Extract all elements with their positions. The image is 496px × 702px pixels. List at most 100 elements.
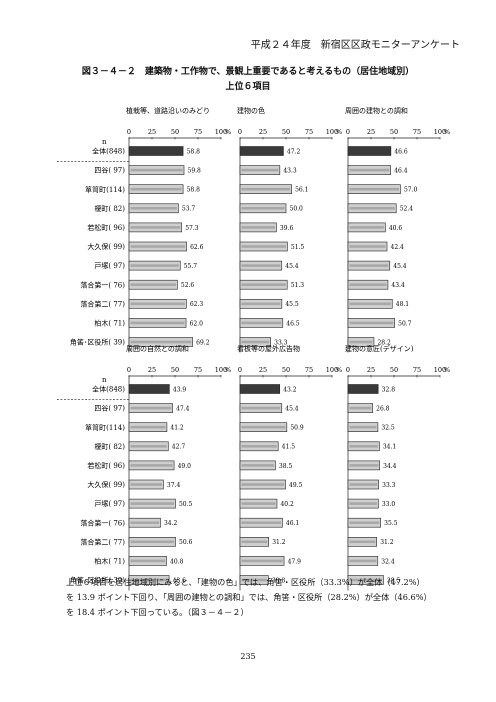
data-label: 50.5 (179, 501, 193, 508)
axis-tick-label: 100 (326, 128, 338, 136)
axis-tick-label: 75 (305, 128, 313, 136)
data-label: 46.1 (286, 520, 299, 527)
axis-tick-label: 50 (282, 128, 290, 136)
bar-region-inner (349, 321, 394, 325)
bar-total (128, 384, 170, 394)
data-label: 43.3 (283, 168, 297, 175)
panel-title: 植栽等、道路沿いのみどり (126, 106, 210, 115)
bar-region-inner (130, 340, 192, 344)
bar-region-inner (241, 445, 277, 448)
data-label: 40.8 (170, 558, 184, 565)
data-label: 40.6 (389, 225, 403, 232)
category-label: 戸塚( 97) (94, 499, 125, 508)
bar-region-inner (130, 559, 166, 563)
bar-region-inner (241, 302, 281, 306)
bar-total (347, 146, 392, 156)
data-label: 33.3 (382, 482, 396, 489)
bar-region-inner (130, 226, 181, 229)
category-label: 全体(848) (92, 147, 125, 156)
data-label: 45.4 (393, 263, 407, 270)
panel-title: 建物の色 (237, 106, 265, 115)
axis-tick-label: 0 (346, 128, 350, 136)
axis-tick-label: 100 (434, 128, 446, 136)
bar-region-inner (130, 483, 162, 486)
data-label: 33.0 (382, 501, 396, 508)
bar-region-inner (241, 321, 282, 325)
bar-region-inner (349, 445, 378, 448)
bar-region-inner (349, 406, 372, 410)
bar-region-inner (241, 483, 285, 486)
bar-region-inner (349, 521, 380, 524)
axis-tick-label: 0 (238, 128, 242, 136)
bar-region-inner (130, 207, 177, 210)
bar-region-inner (241, 540, 268, 544)
data-label: 34.1 (383, 444, 396, 451)
data-label: 42.4 (391, 244, 405, 251)
bar-region-inner (241, 264, 281, 267)
bar-region-inner (130, 578, 168, 582)
panel-title: 周囲の自然との調和 (126, 344, 189, 353)
data-label: 41.5 (282, 444, 296, 451)
category-label: 大久保( 99) (87, 242, 125, 251)
axis-tick-label: 0 (127, 366, 131, 374)
data-label: 43.9 (173, 386, 187, 393)
category-label: 若松町( 96) (87, 223, 125, 232)
data-label: 52.6 (181, 282, 195, 289)
data-label: 45.4 (285, 406, 299, 413)
category-label: 若松町( 96) (87, 461, 125, 470)
bar-region-inner (130, 168, 183, 172)
bar-total (347, 384, 379, 394)
bar-region-inner (349, 483, 378, 486)
bar-region-inner (349, 245, 386, 248)
axis-tick-label: 75 (413, 128, 421, 136)
bar-region-inner (349, 207, 395, 210)
axis-tick-label: 100 (434, 366, 446, 374)
axis-tick-label: 100 (215, 366, 227, 374)
n-label: n (102, 138, 107, 146)
axis-unit: % (444, 128, 450, 136)
bar-region-inner (241, 340, 270, 344)
bar-region-inner (130, 245, 186, 248)
bar-region-inner (241, 207, 285, 210)
figure-title: 図３－４－２ 建築物・工作物で、景観上重要であると考えるもの（居住地域別） (81, 67, 415, 77)
data-label: 43.2 (283, 386, 297, 393)
data-label: 37.4 (167, 482, 181, 489)
axis-tick-label: 0 (127, 128, 131, 136)
data-label: 49.5 (289, 482, 303, 489)
data-label: 43.4 (391, 282, 405, 289)
data-label: 28.2 (377, 339, 391, 346)
axis-tick-label: 50 (282, 366, 290, 374)
data-label: 41.2 (170, 425, 184, 432)
axis-tick-label: 0 (238, 366, 242, 374)
panel-title: 周囲の建物との調和 (345, 106, 408, 115)
bar-total (239, 146, 284, 156)
axis-tick-label: 50 (390, 366, 398, 374)
axis-tick-label: 25 (148, 128, 156, 136)
axis-tick-label: 25 (259, 366, 267, 374)
data-label: 43.6 (173, 577, 187, 584)
data-label: 52.4 (400, 206, 414, 213)
panel-title: 看板等の屋外広告物 (237, 344, 300, 353)
axis-tick-label: 50 (171, 366, 179, 374)
bar-region-inner (130, 187, 182, 191)
data-label: 46.6 (394, 148, 408, 155)
page-number: 235 (240, 652, 256, 661)
n-label: n (102, 376, 107, 384)
data-label: 59.8 (188, 168, 202, 175)
bar-total (128, 146, 184, 156)
category-label: 戸塚( 97) (94, 261, 125, 270)
bar-region-inner (130, 521, 159, 524)
data-label: 40.2 (280, 501, 294, 508)
bar-region-inner (241, 168, 279, 172)
bar-region-inner (241, 245, 286, 248)
data-label: 31.2 (272, 539, 286, 546)
data-label: 50.0 (290, 206, 304, 213)
data-label: 30.8 (272, 577, 286, 584)
category-label: 落合第一( 76) (80, 518, 125, 527)
data-label: 32.4 (381, 558, 395, 565)
category-label: 榎町( 82) (94, 442, 125, 451)
bar-region-inner (130, 540, 175, 544)
data-label: 49.0 (178, 463, 192, 470)
data-label: 42.7 (172, 444, 186, 451)
axis-tick-label: 75 (305, 366, 313, 374)
